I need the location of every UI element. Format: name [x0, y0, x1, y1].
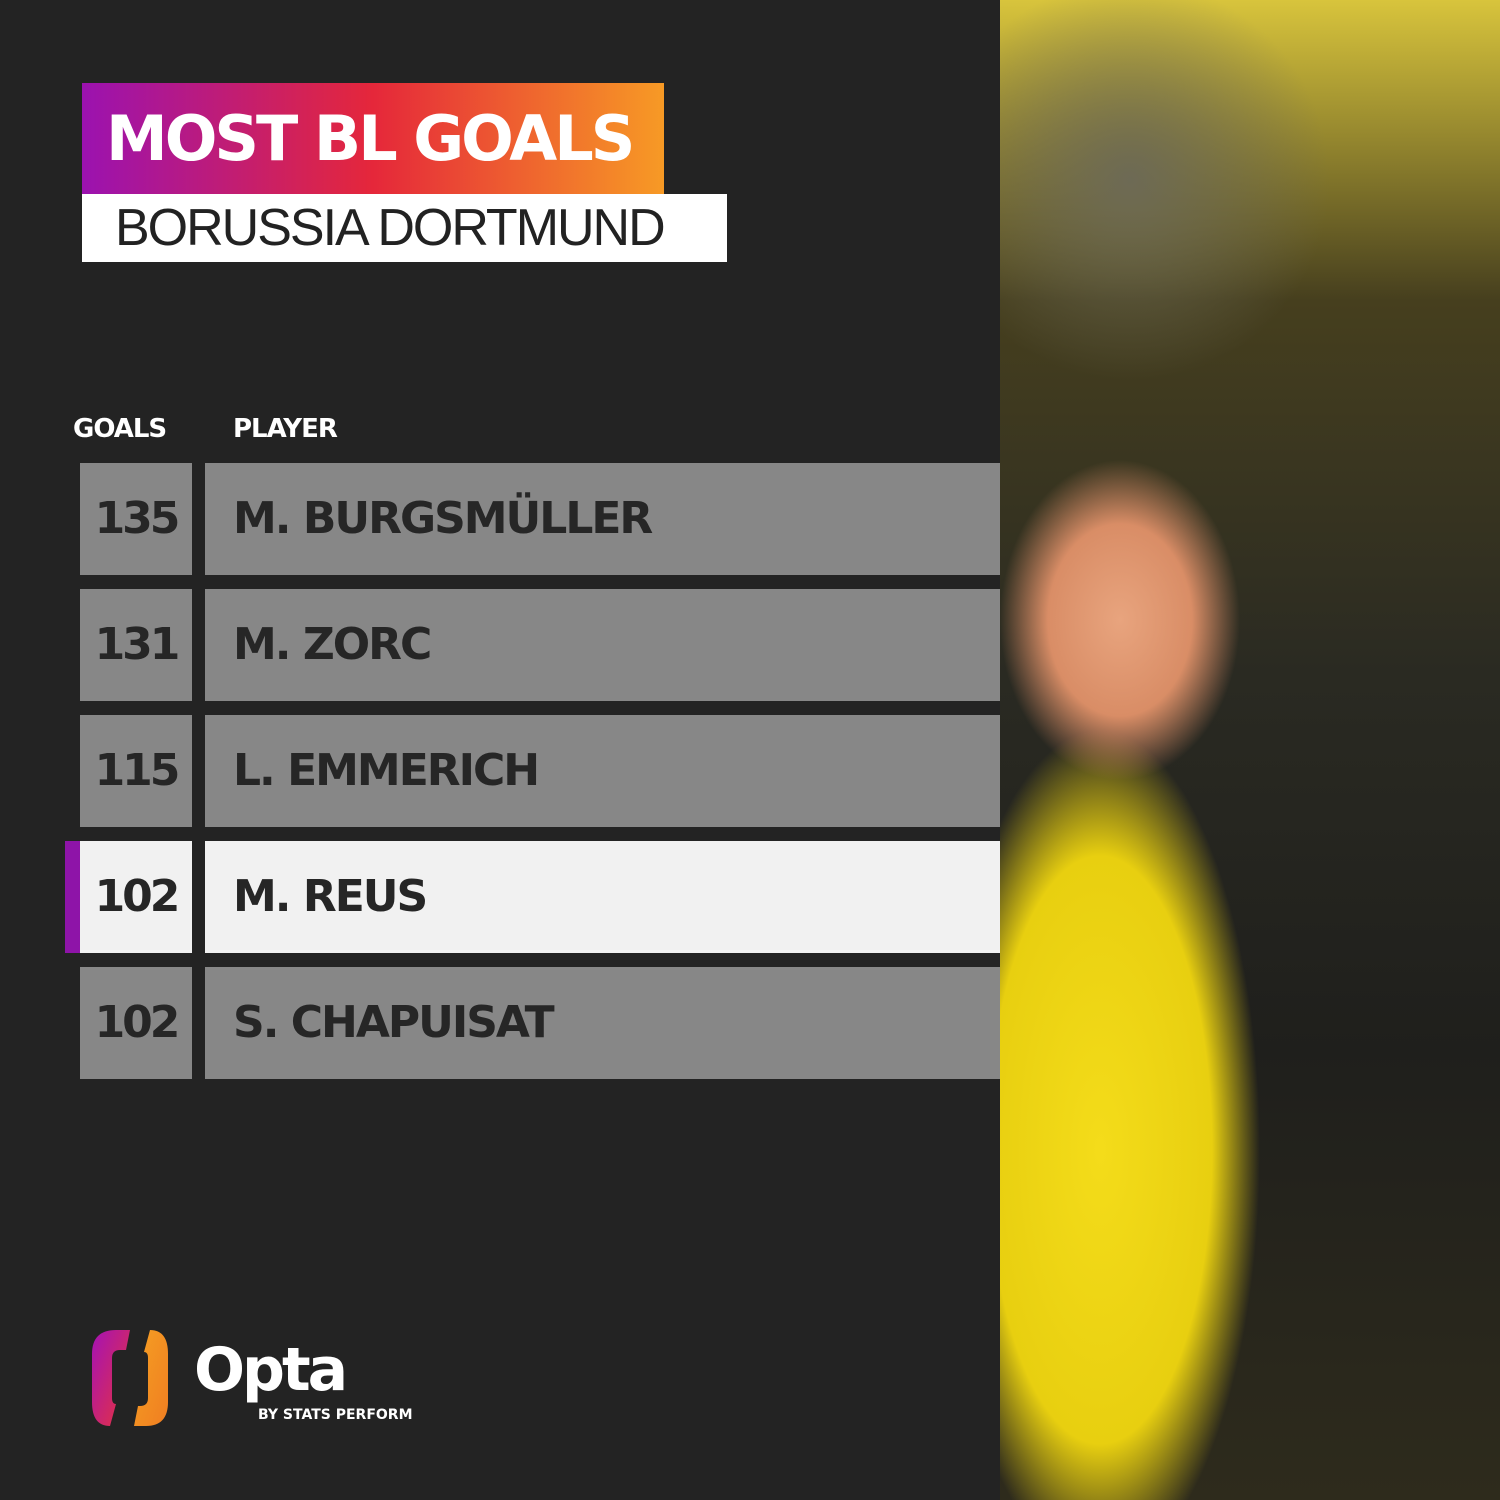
player-name: M. REUS [233, 871, 428, 922]
goals-cell: 102 [80, 841, 192, 953]
player-name: L. EMMERICH [233, 745, 540, 796]
title-banner: MOST BL GOALS [82, 83, 664, 194]
player-name: S. CHAPUISAT [233, 997, 555, 1048]
goals-header: GOALS [73, 414, 167, 444]
opta-logo-icon [92, 1330, 168, 1426]
player-cell: L. EMMERICH [205, 715, 1000, 827]
player-name: M. ZORC [233, 619, 432, 670]
goals-cell: 115 [80, 715, 192, 827]
player-cell: M. ZORC [205, 589, 1000, 701]
highlight-marker [65, 841, 80, 953]
goals-cell: 102 [80, 967, 192, 1079]
table-row: 131 M. ZORC [0, 589, 1000, 701]
player-cell: M. REUS [205, 841, 1000, 953]
table-row: 102 S. CHAPUISAT [0, 967, 1000, 1079]
subtitle-banner: BORUSSIA DORTMUND [82, 194, 727, 262]
opta-tagline: BY STATS PERFORM [258, 1407, 413, 1423]
goals-cell: 135 [80, 463, 192, 575]
table-row: 115 L. EMMERICH [0, 715, 1000, 827]
player-cell: S. CHAPUISAT [205, 967, 1000, 1079]
player-name: M. BURGSMÜLLER [233, 493, 653, 544]
table-row: 102 M. REUS [0, 841, 1000, 953]
opta-wordmark: Opta [194, 1335, 348, 1405]
goals-cell: 131 [80, 589, 192, 701]
subtitle: BORUSSIA DORTMUND [115, 199, 666, 257]
table-row: 135 M. BURGSMÜLLER [0, 463, 1000, 575]
title: MOST BL GOALS [106, 101, 635, 175]
player-header: PLAYER [233, 414, 338, 444]
player-cell: M. BURGSMÜLLER [205, 463, 1000, 575]
player-photo [1000, 0, 1500, 1500]
